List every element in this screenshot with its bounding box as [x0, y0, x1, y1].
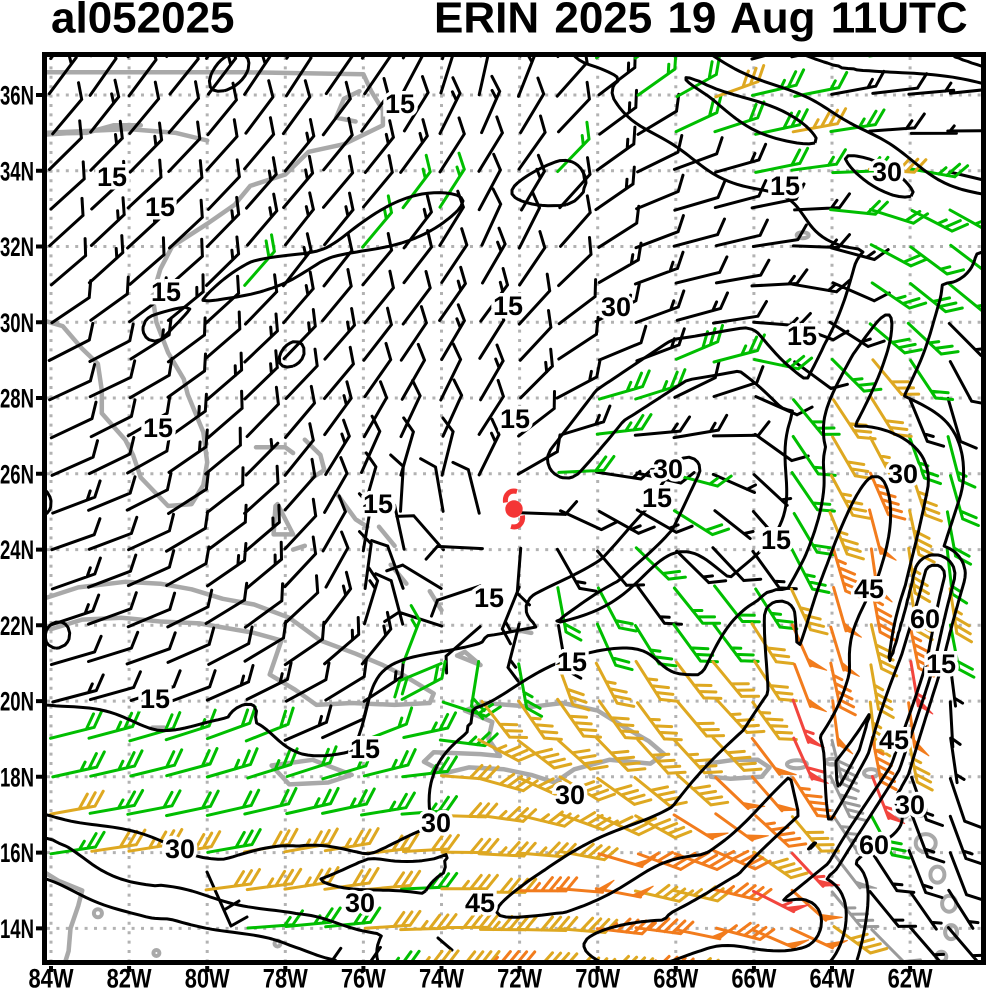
svg-text:30: 30 — [345, 888, 375, 918]
svg-text:26N: 26N — [0, 459, 34, 489]
svg-text:15: 15 — [493, 291, 523, 321]
svg-text:22N: 22N — [0, 611, 34, 641]
svg-text:15: 15 — [97, 162, 127, 192]
svg-text:ERIN 2025 19 Aug 11UTC: ERIN 2025 19 Aug 11UTC — [434, 0, 968, 43]
svg-text:15: 15 — [363, 489, 393, 519]
svg-text:15: 15 — [140, 684, 170, 714]
svg-text:45: 45 — [854, 574, 884, 604]
svg-text:60: 60 — [859, 830, 889, 860]
svg-text:15: 15 — [557, 647, 587, 677]
svg-text:15: 15 — [385, 89, 415, 119]
svg-text:15: 15 — [145, 192, 175, 222]
svg-text:30: 30 — [895, 790, 925, 820]
svg-text:15: 15 — [350, 734, 380, 764]
svg-text:15: 15 — [143, 413, 173, 443]
svg-text:30: 30 — [653, 454, 683, 484]
svg-text:30: 30 — [555, 780, 585, 810]
svg-text:28N: 28N — [0, 384, 34, 414]
svg-text:24N: 24N — [0, 535, 34, 565]
svg-text:45: 45 — [879, 725, 909, 755]
svg-text:18N: 18N — [0, 762, 34, 792]
svg-text:36N: 36N — [0, 81, 34, 111]
svg-text:30: 30 — [872, 157, 902, 187]
svg-text:30N: 30N — [0, 308, 34, 338]
svg-text:15: 15 — [926, 649, 956, 679]
svg-text:34N: 34N — [0, 156, 34, 186]
svg-text:15: 15 — [761, 525, 791, 555]
svg-text:30: 30 — [601, 292, 631, 322]
svg-text:32N: 32N — [0, 232, 34, 262]
svg-text:15: 15 — [787, 321, 817, 351]
svg-text:15: 15 — [500, 404, 530, 434]
svg-text:16N: 16N — [0, 838, 34, 868]
svg-text:15: 15 — [642, 483, 672, 513]
svg-text:15: 15 — [770, 171, 800, 201]
svg-text:45: 45 — [465, 888, 495, 918]
svg-text:14N: 14N — [0, 914, 34, 944]
svg-text:60: 60 — [910, 604, 940, 634]
svg-text:30: 30 — [421, 808, 451, 838]
svg-text:30: 30 — [888, 459, 918, 489]
svg-text:15: 15 — [474, 583, 504, 613]
svg-text:20N: 20N — [0, 687, 34, 717]
svg-text:30: 30 — [165, 834, 195, 864]
svg-text:al052025: al052025 — [51, 0, 235, 43]
svg-text:15: 15 — [151, 277, 181, 307]
